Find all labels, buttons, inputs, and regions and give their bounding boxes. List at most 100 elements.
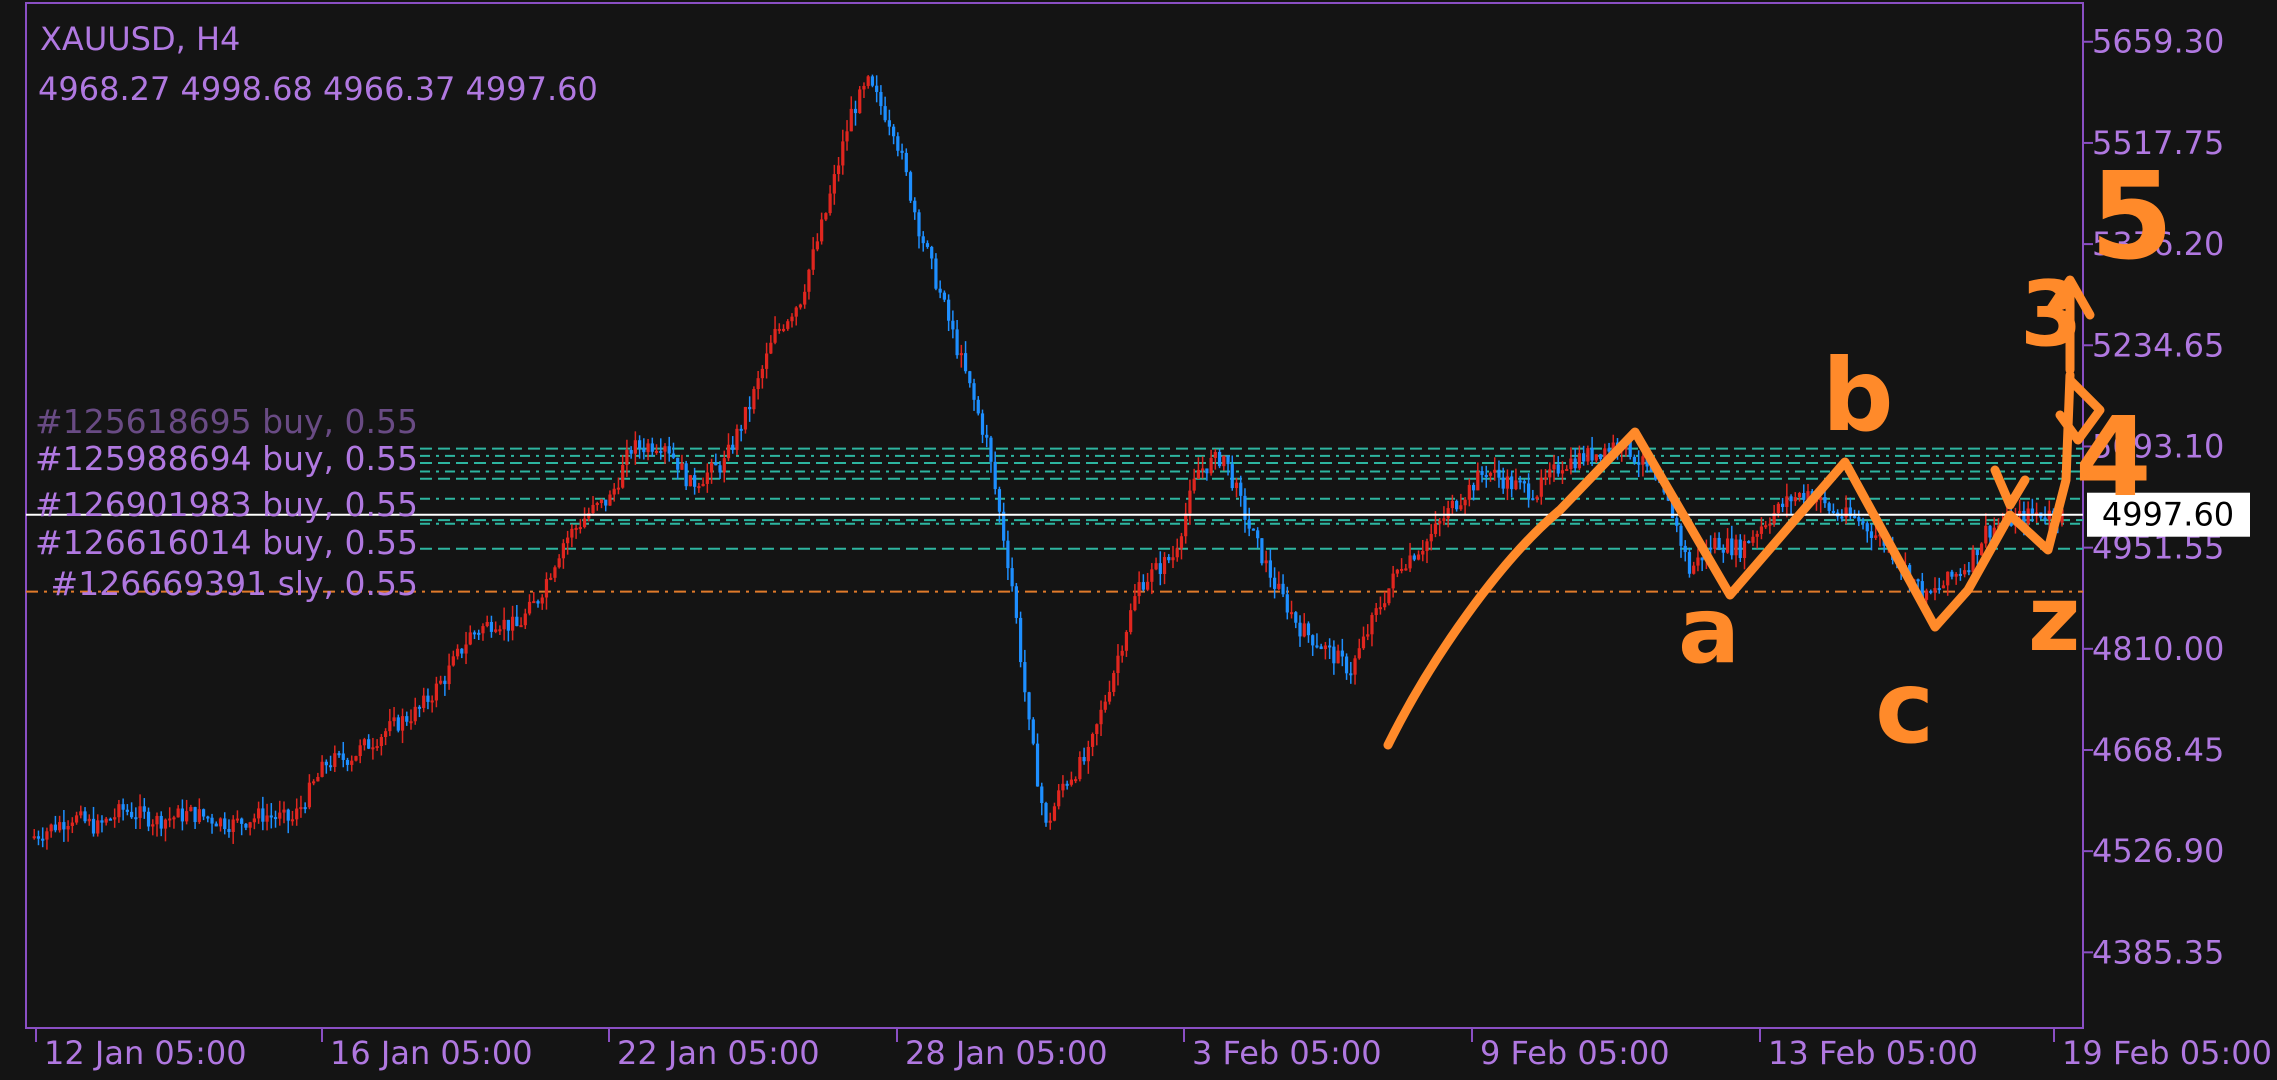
candle-body bbox=[726, 444, 731, 459]
candle-body bbox=[1222, 455, 1226, 467]
candle-body bbox=[350, 760, 354, 765]
candle-body bbox=[1802, 492, 1806, 500]
candle-body bbox=[362, 739, 367, 746]
candle-body bbox=[1535, 496, 1539, 499]
candle-body bbox=[1713, 537, 1717, 549]
candle-body bbox=[561, 543, 566, 559]
candle-body bbox=[582, 518, 587, 528]
candle-body bbox=[963, 353, 968, 372]
candle-body bbox=[997, 489, 1002, 512]
candle-body bbox=[1958, 573, 1963, 576]
candle-body bbox=[1510, 476, 1514, 490]
candle-body bbox=[1687, 552, 1692, 574]
candle-body bbox=[367, 739, 371, 749]
candle-body bbox=[637, 440, 642, 449]
order-lines bbox=[26, 447, 2083, 593]
candle-body bbox=[1768, 523, 1772, 526]
candle-body bbox=[1569, 458, 1573, 470]
candle-body bbox=[1543, 477, 1548, 480]
candle-body bbox=[333, 753, 337, 767]
candle-body bbox=[400, 716, 405, 731]
candle-body bbox=[180, 808, 185, 822]
candle-body bbox=[908, 172, 913, 201]
candle-body bbox=[921, 236, 925, 244]
candle-body bbox=[777, 328, 781, 331]
candle-body bbox=[896, 136, 900, 151]
trade-label: #126901983 buy, 0.55 bbox=[35, 485, 418, 524]
candle-body bbox=[1370, 615, 1374, 635]
candle-body bbox=[477, 632, 481, 635]
candle-body bbox=[1916, 579, 1920, 582]
candle-body bbox=[1213, 451, 1217, 458]
candle-body bbox=[1112, 673, 1116, 692]
candle-body bbox=[1793, 497, 1797, 502]
candle-body bbox=[1539, 477, 1543, 497]
candle-body bbox=[417, 706, 422, 709]
candle-body bbox=[1869, 531, 1874, 538]
candle-body bbox=[2030, 508, 2034, 514]
candle-body bbox=[629, 450, 633, 454]
candle-body bbox=[1205, 468, 1209, 474]
candle-body bbox=[2018, 510, 2022, 516]
candle-body bbox=[146, 811, 151, 827]
candle-body bbox=[1679, 525, 1683, 546]
candle-body bbox=[1272, 577, 1277, 589]
candle-body bbox=[786, 321, 790, 329]
candle-body bbox=[650, 443, 654, 452]
candle-body bbox=[1302, 623, 1306, 637]
candle-body bbox=[388, 721, 392, 732]
candle-body bbox=[1823, 497, 1827, 504]
candle-body bbox=[36, 836, 41, 839]
candle-body bbox=[1289, 612, 1294, 615]
candle-body bbox=[1048, 820, 1052, 823]
candle-body bbox=[1789, 496, 1793, 502]
wave-arrow bbox=[2045, 275, 2095, 375]
candle-body bbox=[1455, 500, 1459, 510]
candle-body bbox=[1692, 565, 1696, 574]
candle-body bbox=[1332, 646, 1336, 664]
candle-body bbox=[1776, 503, 1780, 513]
candle-body bbox=[320, 761, 324, 777]
candle-body bbox=[1471, 484, 1476, 491]
candle-body bbox=[1861, 521, 1865, 524]
candle-body bbox=[121, 804, 125, 810]
candle-body bbox=[1772, 512, 1776, 524]
candle-body bbox=[227, 829, 231, 832]
candle-body bbox=[1670, 500, 1675, 519]
trade-labels: #125618695 buy, 0.55 #125988694 buy, 0.5… bbox=[35, 402, 418, 603]
x-axis: 12 Jan 05:00 16 Jan 05:00 22 Jan 05:00 28 J… bbox=[35, 1028, 2272, 1072]
candle-body bbox=[49, 824, 53, 832]
candle-body bbox=[1946, 571, 1950, 586]
candle-body bbox=[1975, 549, 1979, 556]
candle-body bbox=[1467, 484, 1471, 500]
candle-body bbox=[290, 819, 295, 822]
candle-body bbox=[464, 644, 468, 654]
candle-body bbox=[1090, 734, 1095, 747]
y-tick-label: 5376.20 bbox=[2092, 225, 2224, 263]
candle-body bbox=[515, 616, 519, 627]
candle-body bbox=[354, 756, 358, 761]
candle-body bbox=[1967, 570, 1971, 573]
candle-body bbox=[1154, 563, 1158, 570]
x-tick-label: 28 Jan 05:00 bbox=[905, 1034, 1108, 1072]
candle-body bbox=[1336, 650, 1340, 664]
candle-body bbox=[1493, 469, 1497, 473]
candle-body bbox=[1819, 497, 1823, 501]
candle-body bbox=[1179, 536, 1184, 549]
candle-body bbox=[1281, 583, 1285, 595]
candle-body bbox=[853, 108, 858, 114]
candle-body bbox=[1941, 585, 1946, 589]
candle-body bbox=[1971, 549, 1975, 573]
candle-body bbox=[807, 269, 811, 292]
candle-body bbox=[1383, 603, 1387, 608]
candle-body bbox=[1298, 622, 1302, 637]
candle-body bbox=[599, 499, 604, 504]
candle-body bbox=[913, 200, 917, 213]
candle-body bbox=[1239, 482, 1243, 496]
candle-body bbox=[1391, 573, 1395, 589]
candle-body bbox=[426, 695, 430, 702]
candle-body bbox=[443, 680, 447, 685]
candle-body bbox=[591, 504, 595, 514]
candle-body bbox=[345, 759, 350, 765]
